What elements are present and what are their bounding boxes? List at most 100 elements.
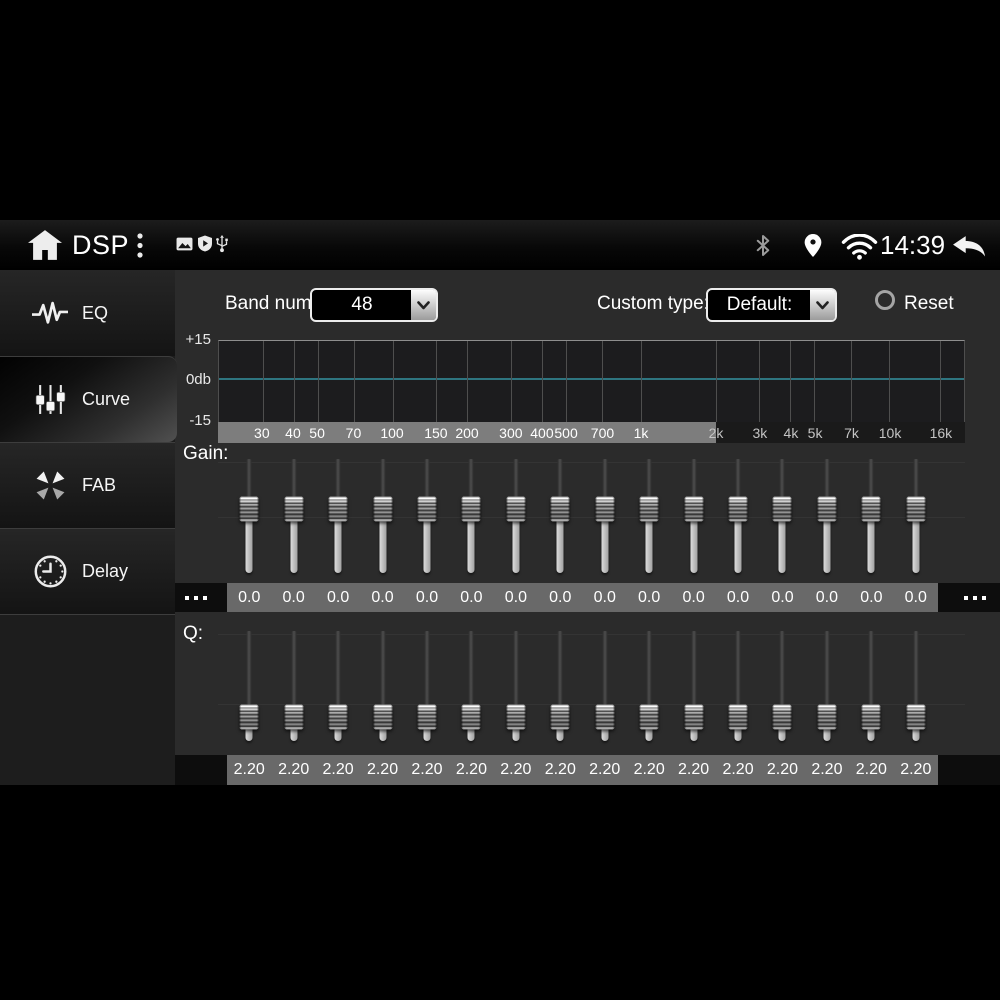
slider-thumb[interactable] (728, 704, 748, 730)
q-slider-8[interactable] (538, 631, 582, 743)
slider-track-upper (735, 459, 741, 509)
slider-thumb[interactable] (373, 496, 393, 522)
q-slider-15[interactable] (849, 631, 893, 743)
slider-thumb[interactable] (817, 704, 837, 730)
gain-slider-16[interactable] (894, 459, 938, 575)
eq-gridline (715, 341, 717, 422)
gain-value-10: 0.0 (638, 588, 661, 606)
slider-thumb[interactable] (239, 704, 259, 730)
q-slider-4[interactable] (360, 631, 404, 743)
eq-gridline (542, 341, 544, 422)
freq-tick-700: 700 (590, 425, 615, 441)
q-slider-13[interactable] (760, 631, 804, 743)
q-slider-5[interactable] (405, 631, 449, 743)
gain-slider-2[interactable] (271, 459, 315, 575)
slider-thumb[interactable] (417, 496, 437, 522)
slider-thumb[interactable] (861, 496, 881, 522)
reset-label[interactable]: Reset (904, 293, 954, 314)
q-slider-9[interactable] (583, 631, 627, 743)
slider-thumb[interactable] (417, 704, 437, 730)
slider-thumb[interactable] (461, 704, 481, 730)
gain-slider-3[interactable] (316, 459, 360, 575)
slider-thumb[interactable] (461, 496, 481, 522)
q-slider-10[interactable] (627, 631, 671, 743)
custom-type-select[interactable]: Default: (706, 288, 837, 322)
chevron-down-icon[interactable] (411, 290, 436, 320)
slider-thumb[interactable] (550, 704, 570, 730)
slider-track-upper (779, 459, 785, 509)
gain-slider-9[interactable] (583, 459, 627, 575)
slider-track-upper (291, 459, 297, 509)
slider-thumb[interactable] (639, 496, 659, 522)
slider-thumb[interactable] (506, 496, 526, 522)
slider-thumb[interactable] (817, 496, 837, 522)
reset-radio[interactable] (875, 290, 895, 310)
sidebar-item-curve[interactable]: Curve (0, 356, 177, 442)
gain-slider-15[interactable] (849, 459, 893, 575)
slider-track-upper (868, 631, 874, 718)
slider-thumb[interactable] (284, 704, 304, 730)
more-bands-left-icon[interactable] (185, 596, 207, 600)
q-slider-7[interactable] (494, 631, 538, 743)
slider-thumb[interactable] (728, 496, 748, 522)
slider-thumb[interactable] (906, 496, 926, 522)
wifi-icon[interactable] (841, 233, 878, 265)
gain-slider-11[interactable] (671, 459, 715, 575)
gain-slider-12[interactable] (716, 459, 760, 575)
slider-thumb[interactable] (639, 704, 659, 730)
slider-thumb[interactable] (772, 704, 792, 730)
gain-slider-6[interactable] (449, 459, 493, 575)
slider-thumb[interactable] (284, 496, 304, 522)
q-slider-16[interactable] (894, 631, 938, 743)
eq-gridline (317, 341, 319, 422)
gain-rack (227, 459, 938, 575)
overflow-menu-icon[interactable] (137, 233, 143, 263)
q-slider-12[interactable] (716, 631, 760, 743)
slider-thumb[interactable] (684, 496, 704, 522)
slider-track-upper (246, 459, 252, 509)
sidebar-item-delay[interactable]: Delay (0, 528, 175, 614)
q-slider-1[interactable] (227, 631, 271, 743)
sidebar-item-eq[interactable]: EQ (0, 270, 175, 356)
slider-thumb[interactable] (861, 704, 881, 730)
bluetooth-icon[interactable] (756, 235, 770, 261)
more-bands-right-icon[interactable] (964, 596, 986, 600)
home-icon[interactable] (28, 230, 62, 265)
slider-thumb[interactable] (328, 704, 348, 730)
slider-thumb[interactable] (595, 496, 615, 522)
slider-thumb[interactable] (373, 704, 393, 730)
slider-track-upper (335, 459, 341, 509)
gain-slider-8[interactable] (538, 459, 582, 575)
slider-thumb[interactable] (239, 496, 259, 522)
gain-slider-10[interactable] (627, 459, 671, 575)
gain-slider-7[interactable] (494, 459, 538, 575)
band-num-select[interactable]: 48 (310, 288, 438, 322)
sidebar-item-fab[interactable]: FAB (0, 442, 175, 528)
q-slider-2[interactable] (271, 631, 315, 743)
q-slider-11[interactable] (671, 631, 715, 743)
gain-slider-5[interactable] (405, 459, 449, 575)
freq-tick-4k: 4k (783, 425, 799, 441)
slider-thumb[interactable] (550, 496, 570, 522)
slider-track-lower (912, 508, 920, 573)
slider-track-upper (646, 459, 652, 509)
chevron-down-icon[interactable] (810, 290, 835, 320)
q-slider-14[interactable] (805, 631, 849, 743)
back-icon[interactable] (950, 235, 988, 262)
slider-thumb[interactable] (506, 704, 526, 730)
eq-gridline (939, 341, 941, 422)
q-slider-3[interactable] (316, 631, 360, 743)
gain-slider-1[interactable] (227, 459, 271, 575)
eq-gridline (790, 341, 792, 422)
slider-thumb[interactable] (906, 704, 926, 730)
gain-slider-4[interactable] (360, 459, 404, 575)
gain-slider-13[interactable] (760, 459, 804, 575)
q-slider-6[interactable] (449, 631, 493, 743)
gain-slider-14[interactable] (805, 459, 849, 575)
slider-thumb[interactable] (772, 496, 792, 522)
slider-thumb[interactable] (595, 704, 615, 730)
slider-thumb[interactable] (328, 496, 348, 522)
location-icon[interactable] (804, 234, 822, 262)
slider-track-lower (467, 508, 475, 573)
slider-thumb[interactable] (684, 704, 704, 730)
